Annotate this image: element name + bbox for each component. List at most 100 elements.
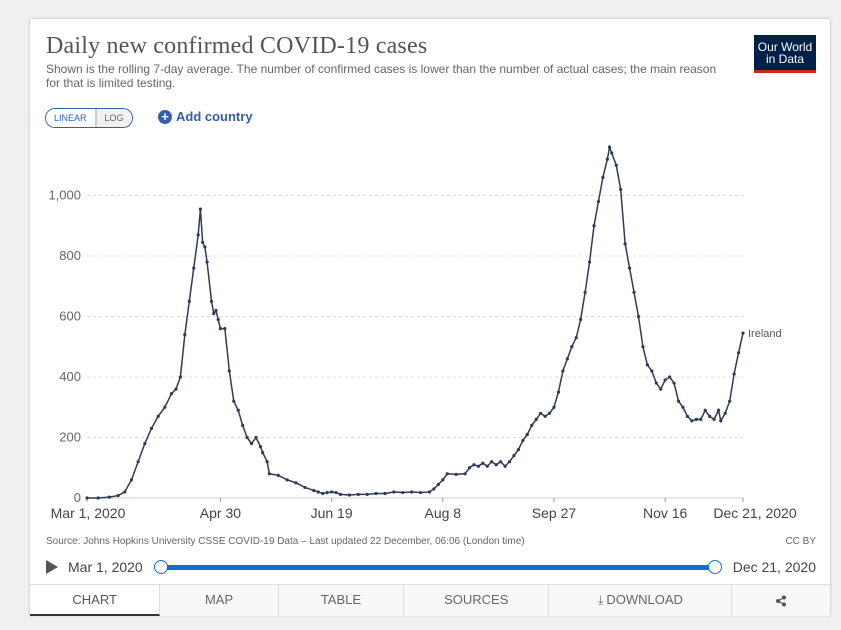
data-point xyxy=(579,317,583,322)
x-tick-label: Jun 19 xyxy=(311,505,353,521)
data-point xyxy=(736,351,741,355)
data-point xyxy=(619,187,623,192)
share-button[interactable] xyxy=(732,585,830,616)
data-point xyxy=(668,375,672,379)
timeline-start-handle[interactable] xyxy=(154,560,168,574)
data-point xyxy=(116,493,120,498)
data-point xyxy=(614,163,618,167)
data-point xyxy=(163,405,167,409)
data-point xyxy=(552,405,556,409)
data-point xyxy=(605,157,609,161)
add-country-button[interactable]: + Add country xyxy=(158,109,253,124)
data-point xyxy=(445,472,449,476)
data-point xyxy=(530,423,534,427)
data-point xyxy=(623,242,627,246)
data-point xyxy=(254,435,258,440)
data-point xyxy=(258,444,263,449)
data-point xyxy=(499,460,503,464)
data-point xyxy=(741,331,745,335)
tab-table[interactable]: TABLE xyxy=(279,585,405,616)
data-point xyxy=(543,414,547,418)
share-icon xyxy=(776,595,787,607)
data-point xyxy=(481,461,485,465)
data-point xyxy=(249,441,254,446)
data-point xyxy=(187,299,191,303)
data-point xyxy=(410,490,414,494)
tab-sources[interactable]: SOURCES xyxy=(404,585,550,616)
data-point xyxy=(201,240,205,244)
timeline-start-label: Mar 1, 2020 xyxy=(68,559,143,575)
data-point xyxy=(276,473,280,477)
data-point xyxy=(454,472,458,477)
data-point xyxy=(123,490,127,494)
data-point xyxy=(494,463,498,467)
data-point xyxy=(587,260,592,264)
data-point xyxy=(503,464,507,468)
data-point xyxy=(676,399,681,403)
tab-map[interactable]: MAP xyxy=(160,585,279,616)
data-point xyxy=(223,327,227,331)
data-point xyxy=(690,419,694,423)
data-point xyxy=(169,392,174,396)
data-point xyxy=(694,417,698,421)
data-point xyxy=(347,493,351,497)
y-tick-label: 400 xyxy=(59,369,81,384)
data-point xyxy=(427,490,432,494)
timeline-track[interactable] xyxy=(154,560,722,574)
data-point xyxy=(156,414,160,418)
data-point xyxy=(556,390,561,394)
data-point xyxy=(216,317,220,322)
timeline-end-handle[interactable] xyxy=(708,560,722,574)
data-point xyxy=(136,460,140,464)
data-point xyxy=(232,399,236,403)
tab-download[interactable]: ⤓ DOWNLOAD xyxy=(549,585,733,616)
chart-card: Daily new confirmed COVID-19 cases Shown… xyxy=(30,19,830,616)
data-point xyxy=(659,387,663,391)
data-point xyxy=(334,490,338,495)
data-point xyxy=(436,482,440,486)
data-point xyxy=(645,363,649,367)
data-point xyxy=(723,411,727,415)
data-point xyxy=(338,492,343,496)
data-point xyxy=(143,441,147,446)
logo-line-2: in Data xyxy=(765,51,805,66)
data-point xyxy=(432,487,436,491)
y-tick-label: 200 xyxy=(59,430,81,445)
timeline: Mar 1, 2020 Dec 21, 2020 xyxy=(46,557,816,577)
y-tick-label: 0 xyxy=(74,490,81,505)
data-point xyxy=(401,490,405,495)
download-label: DOWNLOAD xyxy=(606,592,683,607)
data-point xyxy=(627,266,632,270)
play-icon[interactable] xyxy=(46,560,58,574)
series-label: Ireland xyxy=(748,328,782,340)
data-point xyxy=(149,426,154,431)
y-tick-label: 1,000 xyxy=(48,188,81,203)
data-point xyxy=(174,387,178,391)
data-point xyxy=(418,490,423,495)
data-point xyxy=(472,463,476,467)
data-point xyxy=(325,490,329,495)
data-point xyxy=(728,399,732,403)
x-tick-label: Sep 27 xyxy=(532,505,577,521)
log-scale-button[interactable]: LOG xyxy=(95,109,132,127)
data-point xyxy=(209,299,214,303)
source-note: Source: Johns Hopkins University CSSE CO… xyxy=(46,536,525,547)
data-point xyxy=(129,478,134,482)
data-point xyxy=(601,175,605,179)
data-point xyxy=(547,411,552,415)
data-point xyxy=(212,311,216,316)
owid-logo[interactable]: Our World in Data xyxy=(754,35,816,73)
data-point xyxy=(641,345,645,349)
linear-scale-button[interactable]: LINEAR xyxy=(46,109,96,127)
y-tick-label: 600 xyxy=(59,309,81,324)
tab-chart[interactable]: CHART xyxy=(30,585,161,616)
data-point xyxy=(245,435,249,440)
license-link[interactable]: CC BY xyxy=(785,536,816,547)
data-point xyxy=(374,491,378,496)
data-point xyxy=(196,233,200,237)
data-point xyxy=(227,369,231,373)
data-point xyxy=(685,414,690,418)
data-point xyxy=(699,417,703,421)
y-tick-label: 800 xyxy=(59,248,81,263)
x-tick-label: Aug 8 xyxy=(424,505,461,521)
